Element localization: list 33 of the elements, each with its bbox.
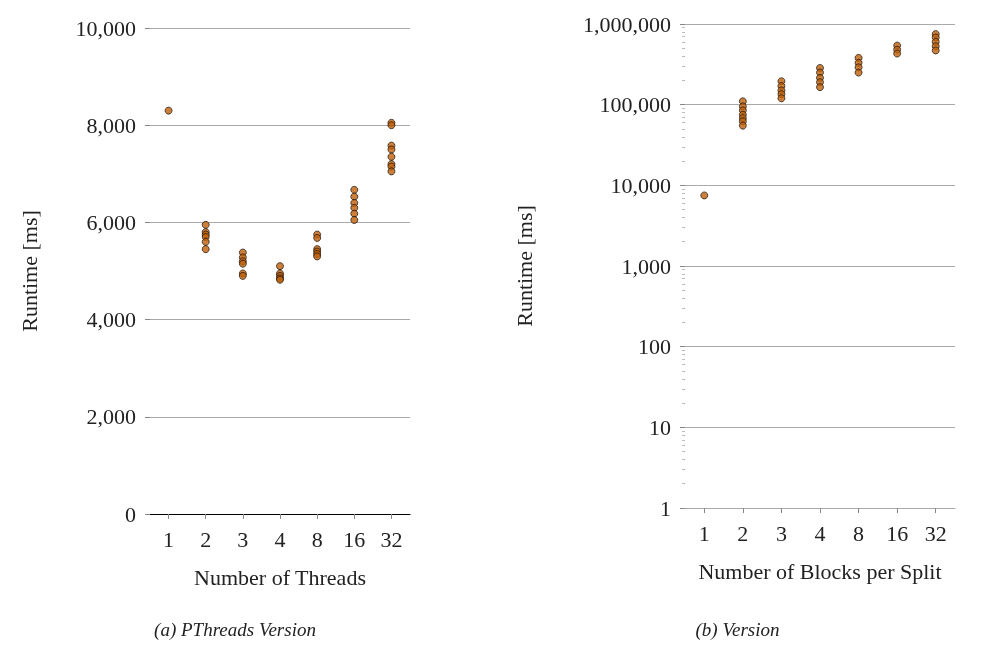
y-tick-label: 4,000	[86, 307, 136, 333]
x-tick-label: 4	[814, 520, 826, 546]
y-tick-label: 10,000	[610, 172, 671, 198]
y-tick-label: 8,000	[86, 112, 136, 138]
y-tick-label: 1,000,000	[583, 11, 671, 37]
text: (a) PThreads Version	[154, 619, 316, 641]
y-tick-label: 1	[660, 495, 671, 521]
x-tick-label: 1	[163, 526, 175, 552]
y-tick-label: 0	[125, 501, 136, 527]
x-tick-label: 3	[775, 520, 787, 546]
x-tick-label: 8	[853, 520, 865, 546]
y-axis-title: Runtime [ms]	[511, 205, 537, 327]
y-tick-label: 10,000	[75, 15, 136, 41]
y-tick-label: 100,000	[599, 92, 671, 118]
x-tick-label: 16	[886, 520, 909, 546]
y-tick-label: 10	[649, 414, 671, 440]
y-tick-label: 2,000	[86, 404, 136, 430]
x-tick-label: 16	[343, 526, 366, 552]
x-tick-label: 2	[737, 520, 749, 546]
x-tick-label: 1	[698, 520, 710, 546]
y-tick-label: 6,000	[86, 209, 136, 235]
x-tick-label: 2	[200, 526, 212, 552]
x-tick-label: 32	[380, 526, 403, 552]
x-axis-title: Number of Threads	[194, 564, 366, 590]
y-tick-label: 1,000	[621, 253, 671, 279]
x-tick-label: 8	[311, 526, 323, 552]
y-axis-title: Runtime [ms]	[16, 210, 42, 332]
x-axis-title: Number of Blocks per Split	[698, 558, 942, 584]
text: (b) Version	[695, 619, 780, 641]
x-tick-label: 4	[274, 526, 286, 552]
x-tick-label: 3	[237, 526, 249, 552]
x-tick-label: 32	[924, 520, 947, 546]
y-tick-label: 100	[638, 334, 671, 360]
